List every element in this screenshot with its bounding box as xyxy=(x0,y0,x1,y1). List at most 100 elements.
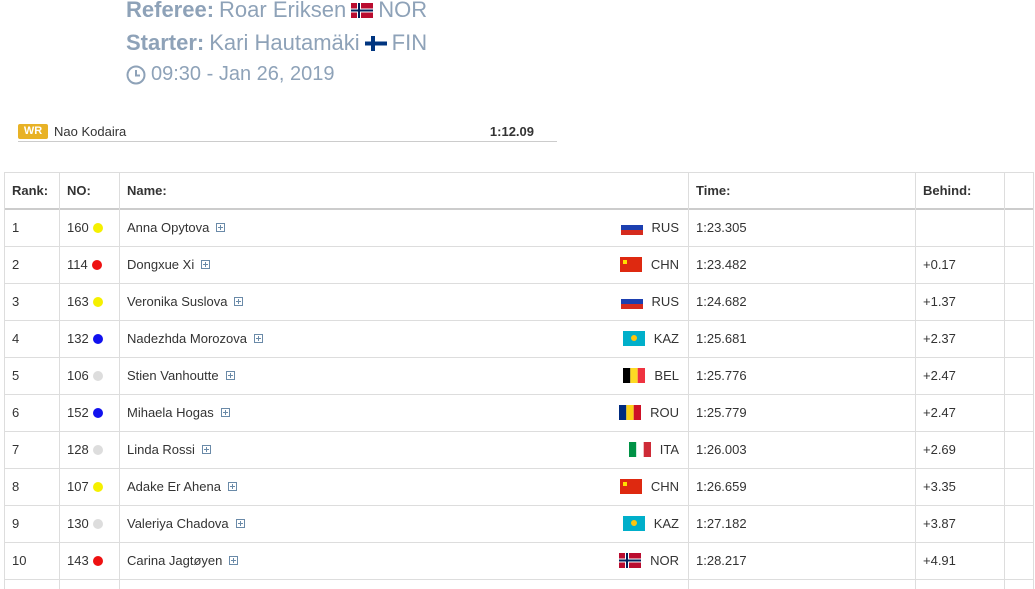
flag-part xyxy=(620,230,643,235)
nation: RUS xyxy=(620,209,679,246)
flag xyxy=(623,368,646,383)
column-header: Behind: xyxy=(923,183,972,198)
flag-part xyxy=(630,520,637,526)
expand-button[interactable] xyxy=(220,408,230,417)
behind: +2.37 xyxy=(923,331,956,346)
rank: 4 xyxy=(12,331,20,346)
record-underline xyxy=(18,141,557,142)
flag-part xyxy=(620,220,643,225)
row-border xyxy=(4,394,1033,395)
behind: +3.35 xyxy=(923,479,956,494)
flag-part xyxy=(619,479,642,494)
time: 1:26.003 xyxy=(696,442,747,457)
athlete: Adake Er Ahena xyxy=(127,468,237,505)
athlete-name: Linda Rossi xyxy=(127,442,195,457)
bib: 106 xyxy=(67,357,103,394)
column-border xyxy=(915,172,916,589)
country-code: KAZ xyxy=(653,516,679,531)
athlete: Nadezhda Morozova xyxy=(127,320,263,357)
flag-part xyxy=(626,405,634,420)
flag xyxy=(619,479,642,494)
time: 1:27.182 xyxy=(696,516,747,531)
bib: 160 xyxy=(67,209,103,246)
bib: 152 xyxy=(67,394,103,431)
flag xyxy=(620,220,643,235)
column-border xyxy=(59,172,60,589)
flag-part xyxy=(619,479,642,494)
bib: 130 xyxy=(67,505,103,542)
referee-line: Referee: Roar Eriksen NOR xyxy=(126,0,427,23)
expand-button[interactable] xyxy=(253,334,263,343)
flag-part xyxy=(351,9,374,11)
bib-color-dot xyxy=(92,518,103,529)
row-border xyxy=(4,542,1033,543)
expand-button[interactable] xyxy=(225,371,235,380)
referee-country: NOR xyxy=(378,0,428,22)
bib-color-dot xyxy=(92,222,103,233)
athlete-name: Adake Er Ahena xyxy=(127,479,221,494)
bib-number: 106 xyxy=(67,368,89,383)
behind: +2.47 xyxy=(923,368,956,383)
flag-part xyxy=(628,442,637,457)
bib-color-dot xyxy=(92,444,103,455)
bib: 143 xyxy=(67,542,103,579)
expand-button[interactable] xyxy=(201,260,211,269)
rank: 3 xyxy=(12,294,20,309)
nation: NOR xyxy=(619,542,679,579)
behind: +2.69 xyxy=(923,442,956,457)
athlete-name: Anna Opytova xyxy=(127,220,210,235)
flag-part xyxy=(620,220,643,235)
column-header: Time: xyxy=(696,183,731,198)
flag-part xyxy=(619,559,642,562)
expand-button[interactable] xyxy=(216,223,226,232)
expand-button[interactable] xyxy=(235,519,245,528)
flag-part xyxy=(620,225,643,230)
athlete: Carina Jagtøyen xyxy=(127,542,239,579)
row-border xyxy=(4,579,1033,580)
expand-button[interactable] xyxy=(227,482,237,491)
bib-number: 132 xyxy=(67,331,89,346)
flag-part xyxy=(643,442,651,457)
athlete-name: Carina Jagtøyen xyxy=(127,553,223,568)
row-border xyxy=(4,320,1033,321)
flag-part xyxy=(364,35,387,51)
row-border xyxy=(4,246,1033,247)
nation: BEL xyxy=(623,357,679,394)
flag xyxy=(619,405,642,420)
nation: ROU xyxy=(619,394,679,431)
starter-name: Kari Hautamäki xyxy=(209,30,360,55)
time: 1:24.682 xyxy=(696,294,747,309)
expand-button[interactable] xyxy=(201,445,211,454)
rank: 9 xyxy=(12,516,20,531)
bib: 107 xyxy=(67,468,103,505)
bib-number: 143 xyxy=(67,553,89,568)
country-code: BEL xyxy=(654,368,679,383)
rank: 10 xyxy=(12,553,27,568)
flag-part xyxy=(619,553,642,568)
rank: 8 xyxy=(12,479,20,494)
athlete-name: Stien Vanhoutte xyxy=(127,368,219,383)
column-border xyxy=(1004,172,1005,589)
bib-number: 128 xyxy=(67,442,89,457)
athlete: Mihaela Hogas xyxy=(127,394,230,431)
time: 1:25.776 xyxy=(696,368,747,383)
flag-part xyxy=(628,442,651,457)
country-code: KAZ xyxy=(653,331,679,346)
athlete-name: Mihaela Hogas xyxy=(127,405,214,420)
header-border xyxy=(4,208,1033,210)
athlete: Linda Rossi xyxy=(127,431,211,468)
column-border xyxy=(4,172,5,589)
flag-part xyxy=(623,368,646,383)
expand-button[interactable] xyxy=(234,297,244,306)
flag xyxy=(619,257,642,272)
behind: +1.37 xyxy=(923,294,956,309)
time: 1:25.779 xyxy=(696,405,747,420)
flag-part xyxy=(630,368,639,383)
flag xyxy=(628,442,651,457)
rank: 5 xyxy=(12,368,20,383)
expand-button[interactable] xyxy=(229,556,239,565)
flag-part xyxy=(622,482,627,486)
row-border xyxy=(4,505,1033,506)
column-border xyxy=(1033,172,1034,589)
